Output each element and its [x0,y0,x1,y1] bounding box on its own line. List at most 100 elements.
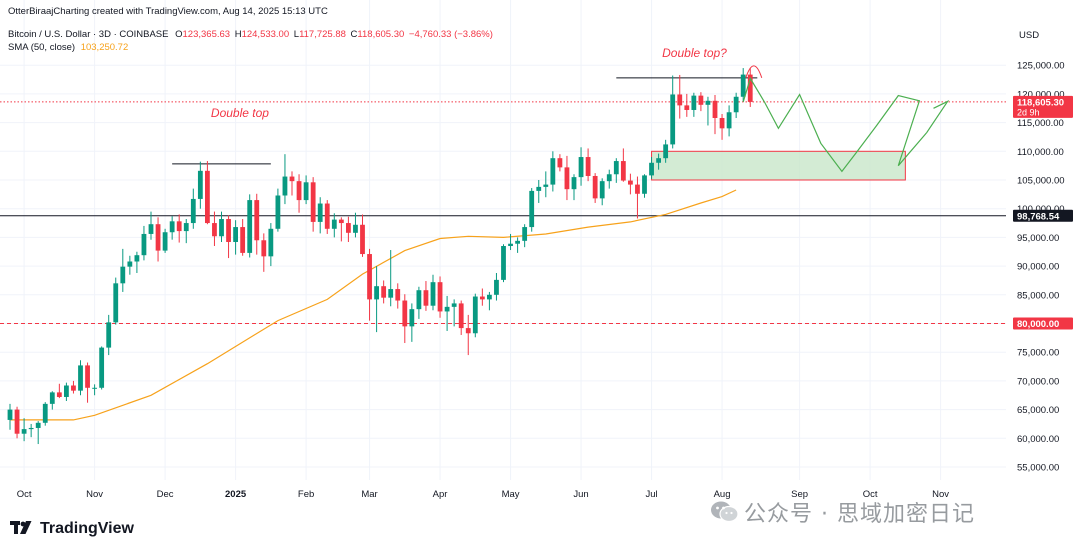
candle-body [212,223,217,237]
candle [564,155,570,201]
support-zone-layer [651,150,906,181]
projection-layer [742,76,950,173]
candle [726,105,732,137]
symbol-label[interactable]: Bitcoin / U.S. Dollar · 3D · COINBASE [8,29,169,40]
candle [684,93,690,117]
candle-body [310,182,316,222]
candle [374,266,379,333]
candle [663,139,669,163]
candle-body [169,221,175,233]
candle [677,74,683,119]
candle [205,161,210,225]
candle [310,177,316,232]
candle-body [494,279,499,295]
candle [635,176,640,219]
candle [494,272,499,301]
candle-body [254,200,260,241]
candle [338,217,344,242]
candle-body [747,74,753,102]
candle [282,154,288,205]
candle [275,188,281,232]
candle [162,228,168,253]
candle-body [303,182,309,201]
candle-body [289,176,295,182]
candle [472,293,478,338]
candle-body [85,365,90,388]
candle [268,223,274,267]
candle [388,250,394,307]
price-axis: USD 55,000.00 60,000.00 65,000.00 70,000.00 7… [1006,0,1080,554]
candle [92,384,97,396]
open-label: O [175,29,183,40]
x-tick-label: Feb [298,489,314,500]
y-tick-label: 55,000.00 [1017,463,1059,474]
candle [451,299,457,327]
candle [14,406,20,439]
candle-body [437,282,443,312]
level-price-tag [1013,209,1073,222]
candle-body [550,158,556,185]
candle-body [183,223,189,232]
y-tick-label: 85,000.00 [1017,290,1059,301]
candle [557,154,563,172]
tradingview-logo[interactable]: TradingView [10,520,134,538]
candle-body [613,161,619,175]
candle-body [663,144,669,159]
candle-body [508,243,513,247]
candle-body [324,203,330,229]
candle [212,211,217,247]
y-tick-label: 125,000.00 [1017,61,1065,72]
candle-body [656,158,661,163]
sma-legend[interactable]: SMA (50, close) 103,250.72 [8,42,128,53]
candle [529,188,535,232]
change-value: −4,760.33 (−3.86%) [408,29,493,40]
x-tick-label: 2025 [225,489,247,500]
ohlc-legend: Bitcoin / U.S. Dollar · 3D · COINBASE O1… [8,29,493,40]
candle [747,67,753,107]
close-label: C [350,29,358,40]
candle [479,288,485,306]
candle-body [635,184,640,194]
candle [437,276,443,318]
x-tick-label: Mar [361,489,377,500]
candle [7,403,13,430]
candle-body [148,224,154,234]
candle [381,280,387,304]
candle-body [628,180,633,185]
currency-label: USD [1019,30,1039,41]
candle-body [691,95,697,110]
candle [592,173,598,203]
price-axis-bg [1006,0,1080,554]
candle [78,360,83,396]
candle-body [162,232,168,251]
candle [395,283,401,309]
candle [691,92,697,117]
candle [501,244,506,283]
y-tick-label: 100,000.00 [1017,204,1065,215]
level-price-label: 118,605.30 [1017,97,1064,108]
candle [226,215,231,259]
candle [233,220,238,255]
candle-body [719,118,725,129]
candle-body [430,282,436,306]
candle-body [606,174,612,182]
candle-body [331,219,337,229]
annotations: Double top Double top? [211,46,763,120]
candle [733,92,739,119]
candle-body [585,157,591,176]
candle-body [176,221,182,232]
candle-body [49,392,55,404]
candle-body [423,290,429,306]
candle-body [64,385,69,397]
candle [628,173,633,195]
candle-body [282,176,288,196]
candle [719,113,725,140]
candle-body [113,283,119,323]
y-tick-label: 60,000.00 [1017,434,1059,445]
candle-body [698,95,704,105]
candle [606,169,612,189]
candle-body [35,422,41,428]
candle [240,219,246,256]
candle-body [7,409,13,420]
